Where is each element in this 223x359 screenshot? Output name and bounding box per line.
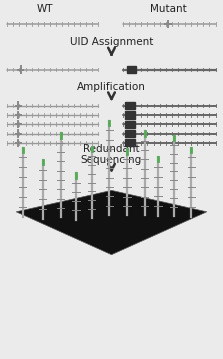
FancyBboxPatch shape xyxy=(126,139,135,146)
FancyBboxPatch shape xyxy=(126,130,135,137)
Text: Redundant
Sequencing: Redundant Sequencing xyxy=(81,144,142,165)
FancyBboxPatch shape xyxy=(126,121,135,128)
Polygon shape xyxy=(16,190,207,255)
FancyBboxPatch shape xyxy=(126,102,135,109)
Text: WT: WT xyxy=(37,4,53,14)
Text: Mutant: Mutant xyxy=(150,4,186,14)
Text: UID Assignment: UID Assignment xyxy=(70,37,153,47)
Text: Amplification: Amplification xyxy=(77,82,146,92)
FancyBboxPatch shape xyxy=(127,66,136,73)
FancyBboxPatch shape xyxy=(126,111,135,118)
